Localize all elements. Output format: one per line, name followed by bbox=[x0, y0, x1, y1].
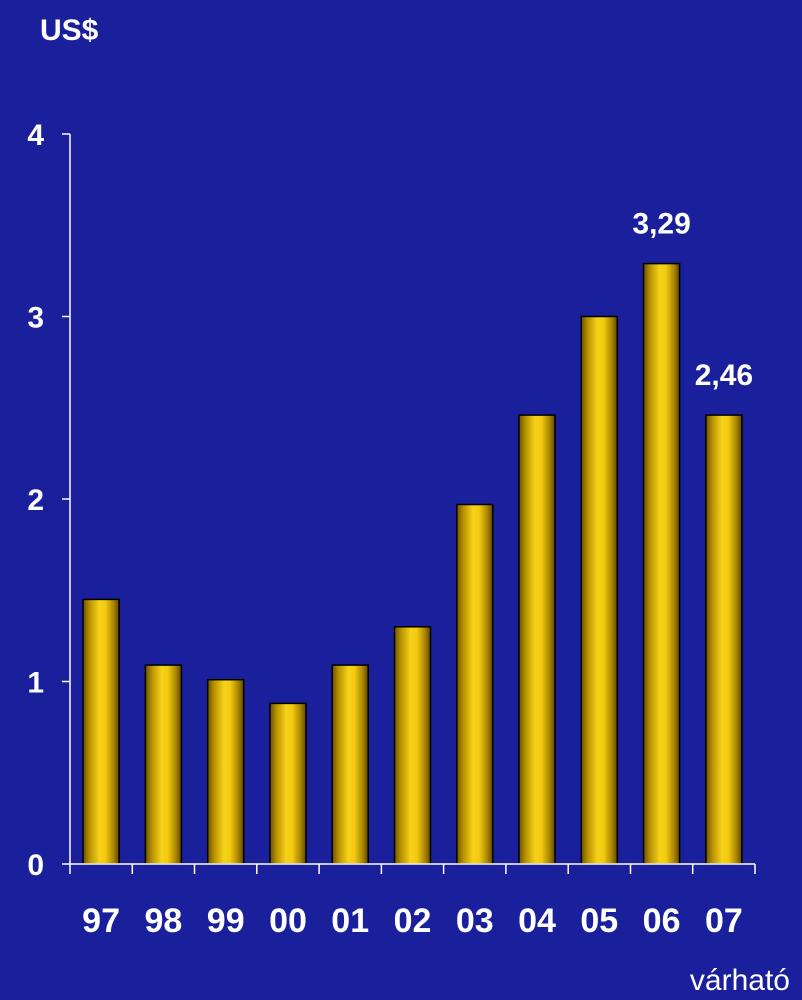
y-tick-label-3: 3 bbox=[27, 302, 44, 335]
bar-00 bbox=[269, 702, 307, 865]
expected-note: várható bbox=[690, 964, 790, 997]
x-tick-label-97: 97 bbox=[82, 902, 120, 940]
bar-05 bbox=[580, 315, 619, 865]
data-labels-group: 3,29 2,46 bbox=[632, 208, 753, 393]
x-tick-label-98: 98 bbox=[144, 902, 182, 940]
x-tick-label-99: 99 bbox=[207, 902, 245, 940]
bar-97 bbox=[82, 598, 120, 865]
y-axis-title: US$ bbox=[40, 14, 99, 47]
x-tick-label-04: 04 bbox=[518, 902, 556, 940]
bar-01 bbox=[331, 664, 369, 865]
bar-02 bbox=[393, 626, 432, 865]
y-tick-label-4: 4 bbox=[27, 119, 44, 152]
bar-03 bbox=[456, 503, 494, 865]
bar-99 bbox=[206, 678, 245, 865]
data-label-06: 3,29 bbox=[632, 208, 690, 241]
y-tick-label-0: 0 bbox=[27, 849, 44, 882]
data-label-07: 2,46 bbox=[695, 359, 753, 392]
bars-group bbox=[82, 262, 743, 865]
x-tick-label-03: 03 bbox=[456, 902, 494, 940]
x-ticks-group: 97 98 99 00 01 02 03 04 05 06 07 bbox=[69, 864, 756, 940]
y-ticks-group: 0 1 2 3 4 bbox=[27, 119, 70, 882]
x-tick-label-02: 02 bbox=[394, 902, 432, 940]
bar-06 bbox=[642, 262, 681, 865]
bar-07 bbox=[705, 414, 743, 865]
bar-98 bbox=[144, 664, 183, 865]
y-tick-label-1: 1 bbox=[27, 667, 44, 700]
x-tick-label-06: 06 bbox=[643, 902, 681, 940]
x-tick-label-01: 01 bbox=[331, 902, 369, 940]
y-tick-label-2: 2 bbox=[27, 484, 44, 517]
x-tick-label-07: 07 bbox=[705, 902, 743, 940]
x-tick-label-05: 05 bbox=[580, 902, 618, 940]
x-tick-label-00: 00 bbox=[269, 902, 307, 940]
bar-04 bbox=[518, 414, 556, 865]
